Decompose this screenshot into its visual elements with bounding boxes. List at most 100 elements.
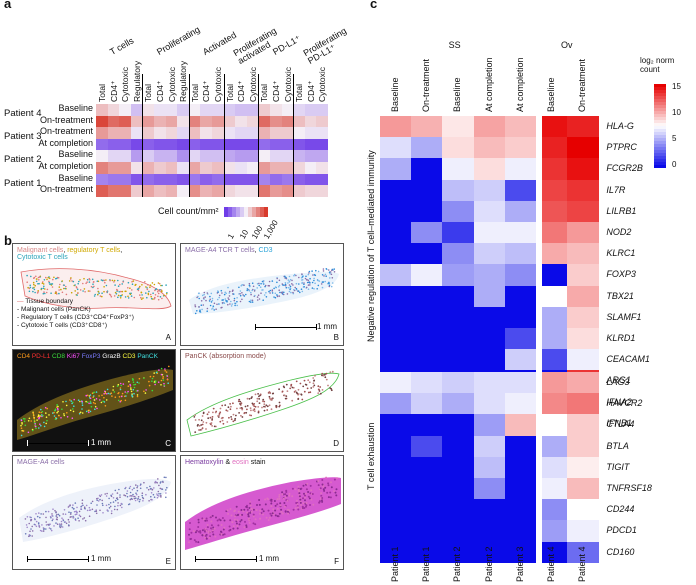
tissue-dot bbox=[201, 534, 204, 537]
tile-c-tissue-image bbox=[17, 365, 173, 440]
panel-a-cell bbox=[246, 185, 259, 198]
panel-c-patient-label: Patient 2 bbox=[452, 546, 463, 582]
panel-a-cell bbox=[270, 173, 283, 186]
tissue-dot bbox=[92, 286, 94, 289]
tissue-dot bbox=[144, 392, 147, 394]
tissue-dot bbox=[270, 498, 273, 501]
tissue-dot bbox=[214, 535, 217, 538]
tissue-dot bbox=[112, 497, 115, 499]
panel-c-cell-immunity bbox=[442, 243, 475, 265]
tissue-dot bbox=[26, 516, 29, 518]
tissue-dot bbox=[119, 382, 122, 385]
panel-a-cell bbox=[200, 173, 213, 186]
legend-cytotoxic: - Cytotoxic T cells (CD3⁺CD8⁺) bbox=[17, 322, 108, 329]
panel-a-cell bbox=[293, 104, 306, 117]
tissue-dot bbox=[161, 284, 163, 287]
tissue-dot bbox=[39, 516, 41, 519]
panel-c-cell-exhaustion bbox=[473, 520, 506, 543]
tissue-dot bbox=[317, 385, 320, 388]
tissue-dot bbox=[40, 408, 42, 411]
panel-c-cell-exhaustion bbox=[536, 435, 568, 458]
tissue-dot bbox=[232, 420, 235, 423]
tissue-dot bbox=[106, 388, 109, 391]
panel-a-separator bbox=[223, 74, 225, 197]
panel-c-cell-immunity bbox=[567, 200, 599, 223]
tissue-dot bbox=[128, 487, 131, 489]
tissue-dot bbox=[158, 495, 160, 497]
panel-c-patient-label: Patient 2 bbox=[483, 546, 494, 582]
tissue-dot bbox=[205, 299, 207, 302]
panel-c-cell-immunity bbox=[536, 222, 568, 244]
colorbar-step bbox=[654, 165, 666, 168]
panel-c-gene-label: FCGR2B bbox=[606, 163, 643, 174]
tile-e-scalebar bbox=[27, 556, 89, 562]
panel-c-cell-immunity bbox=[411, 200, 443, 223]
tissue-dot bbox=[71, 417, 74, 419]
tissue-dot bbox=[330, 273, 333, 276]
tissue-dot bbox=[94, 510, 96, 513]
tissue-dot bbox=[198, 418, 200, 421]
colorbar-step bbox=[654, 99, 666, 102]
panel-a-cell bbox=[165, 138, 178, 151]
panel-c-gene-label: SLAMF1 bbox=[606, 311, 642, 322]
tissue-dot bbox=[320, 494, 323, 497]
panel-c-cell-exhaustion bbox=[536, 456, 568, 479]
tissue-dot bbox=[88, 411, 90, 414]
tissue-dot bbox=[285, 383, 288, 386]
tile-c-scale-label: 1 mm bbox=[91, 438, 111, 447]
panel-a-cell bbox=[281, 162, 294, 175]
tissue-dot bbox=[148, 384, 151, 387]
tissue-dot bbox=[141, 494, 143, 497]
tissue-dot bbox=[329, 496, 332, 499]
tissue-dot bbox=[235, 414, 237, 417]
tissue-dot bbox=[241, 284, 243, 286]
tissue-dot bbox=[119, 504, 122, 507]
tissue-dot bbox=[91, 278, 94, 281]
panel-c-cell-exhaustion bbox=[411, 456, 443, 479]
panel-c-cell-exhaustion bbox=[567, 414, 599, 437]
panel-c-cell-immunity bbox=[442, 200, 475, 223]
panel-c-cell-immunity bbox=[411, 222, 443, 244]
tissue-dot bbox=[250, 510, 253, 513]
panel-c-cell-immunity bbox=[411, 116, 443, 138]
tissue-dot bbox=[114, 499, 117, 502]
tissue-dot bbox=[273, 500, 276, 502]
legend-swatch bbox=[224, 207, 228, 217]
panel-a-letter: a bbox=[4, 0, 12, 11]
tissue-dot bbox=[194, 419, 197, 421]
panel-a-cell bbox=[304, 150, 317, 163]
tissue-dot bbox=[278, 401, 281, 404]
panel-a-cell bbox=[293, 138, 306, 151]
panel-c-cell-exhaustion bbox=[504, 435, 537, 458]
tissue-dot bbox=[150, 495, 152, 498]
tissue-dot bbox=[230, 416, 232, 418]
tissue-dot bbox=[99, 399, 101, 401]
panel-a-cell bbox=[130, 104, 143, 117]
tissue-dot bbox=[236, 519, 239, 522]
tissue-dot bbox=[136, 486, 138, 489]
tissue-dot bbox=[85, 410, 88, 413]
tissue-dot bbox=[266, 405, 269, 408]
tissue-dot bbox=[212, 533, 215, 536]
tissue-dot bbox=[129, 485, 132, 488]
tissue-dot bbox=[72, 408, 74, 410]
tissue-dot bbox=[98, 494, 101, 497]
tissue-dot bbox=[102, 400, 104, 403]
panel-a-cell bbox=[212, 138, 225, 151]
panel-c-gene-label: PTPRC bbox=[606, 142, 637, 153]
tissue-dot bbox=[270, 505, 273, 508]
tissue-dot bbox=[200, 424, 203, 426]
tissue-dot bbox=[239, 290, 242, 292]
colorbar-step bbox=[654, 87, 666, 90]
tissue-dot bbox=[248, 282, 251, 285]
panel-c-cell-immunity bbox=[567, 158, 599, 181]
tissue-dot bbox=[136, 381, 139, 384]
tissue-dot bbox=[270, 397, 273, 400]
panel-a-cell bbox=[177, 138, 190, 151]
tile-a-title-sep2: , bbox=[120, 247, 123, 254]
panel-c-gene-label: TNFRSF18 bbox=[606, 483, 652, 493]
tissue-dot bbox=[250, 409, 252, 412]
tissue-dot bbox=[152, 298, 154, 300]
tissue-dot bbox=[98, 395, 100, 397]
panel-c-cell-exhaustion bbox=[473, 541, 506, 564]
